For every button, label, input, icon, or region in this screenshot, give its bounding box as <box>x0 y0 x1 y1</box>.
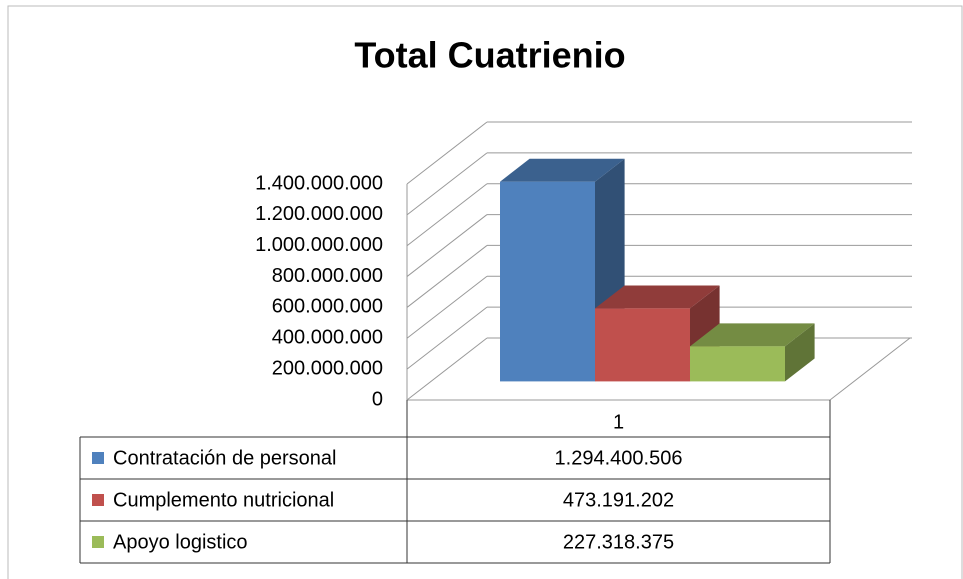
legend-swatch <box>92 536 104 548</box>
bar-side <box>785 323 815 382</box>
chart-title: Total Cuatrienio <box>354 35 625 76</box>
bar <box>690 346 785 382</box>
side-grid-line <box>406 152 488 216</box>
table-value: 227.318.375 <box>563 531 674 553</box>
y-tick-label: 1.400.000.000 <box>255 172 383 194</box>
y-tick-label: 600.000.000 <box>272 296 383 318</box>
side-grid-line <box>406 183 488 247</box>
y-tick-label: 400.000.000 <box>272 327 383 349</box>
chart-border <box>7 5 963 579</box>
bar <box>500 181 595 382</box>
bar-top <box>595 285 720 309</box>
category-label: 1 <box>613 411 624 433</box>
legend-label: Apoyo logistico <box>113 531 248 553</box>
floor-right <box>829 337 911 401</box>
legend-swatch <box>92 494 104 506</box>
side-grid-line <box>406 275 488 339</box>
side-grid-line <box>406 337 488 401</box>
side-grid-line <box>406 121 488 185</box>
legend-swatch <box>92 452 104 464</box>
side-grid-line <box>406 214 488 277</box>
y-tick-label: 0 <box>372 388 383 410</box>
y-tick-label: 1.200.000.000 <box>255 203 383 225</box>
bar-top <box>690 323 815 347</box>
frame <box>7 5 963 579</box>
y-tick-label: 800.000.000 <box>272 265 383 287</box>
table-value: 473.191.202 <box>563 489 674 511</box>
side-grid-line <box>406 306 488 370</box>
side-grid-line <box>406 245 488 308</box>
legend-label: Contratación de personal <box>113 447 336 469</box>
legend-label: Cumplemento nutricional <box>113 489 334 511</box>
table-value: 1.294.400.506 <box>555 447 683 469</box>
bar-top <box>500 158 625 182</box>
bar <box>595 308 690 382</box>
y-tick-label: 1.000.000.000 <box>255 234 383 256</box>
y-tick-label: 200.000.000 <box>272 357 383 379</box>
